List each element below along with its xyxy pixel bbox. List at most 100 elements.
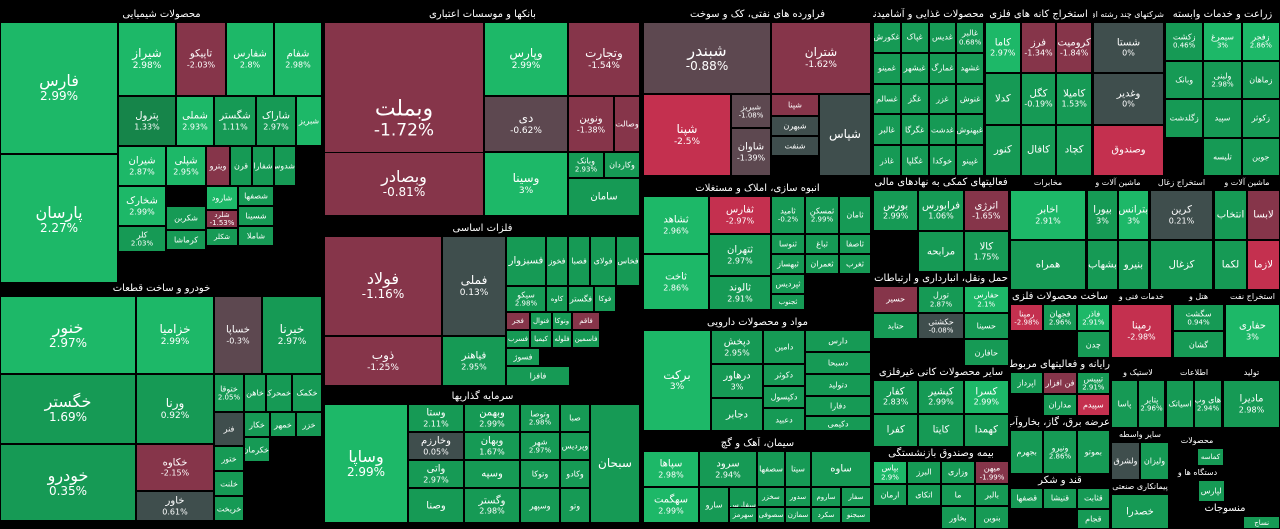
stock-tile[interactable]: حفاری 3% xyxy=(1225,304,1280,358)
stock-tile[interactable]: البرز xyxy=(907,461,941,484)
sector-title[interactable]: سرمایه گذاریها xyxy=(451,391,514,402)
sector-title[interactable]: فراورده های نفتی، کک و سوخت xyxy=(690,9,825,20)
sector-title[interactable]: شرکتهای چند رشته ای xyxy=(1093,10,1164,19)
stock-tile[interactable]: گشان xyxy=(1173,331,1224,358)
stock-tile[interactable]: ارمان xyxy=(873,483,907,507)
stock-tile[interactable]: شبندر -0.88% xyxy=(643,22,771,94)
sector-title[interactable]: ماشین آلات و xyxy=(1095,178,1141,187)
stock-tile[interactable]: شسینا xyxy=(238,206,274,226)
stock-tile[interactable]: خکمک xyxy=(292,374,322,412)
stock-tile[interactable]: فافزا xyxy=(506,366,570,386)
sector-title[interactable]: دستگاه ها و xyxy=(1177,468,1218,477)
sector-title[interactable]: بیمه وصندوق بازنشستگی xyxy=(888,448,994,459)
stock-tile[interactable]: غکورش xyxy=(873,22,901,53)
stock-tile[interactable]: شنفت xyxy=(771,136,819,156)
stock-tile[interactable]: ونوکا xyxy=(552,312,572,330)
stock-tile[interactable]: خاور 0.61% xyxy=(136,491,214,521)
stock-tile[interactable]: غشهد xyxy=(956,52,984,84)
stock-tile[interactable]: وصنا xyxy=(408,488,464,523)
sector-title[interactable]: مواد و محصولات دارویی xyxy=(707,317,808,328)
stock-tile[interactable]: ثفارس -2.97% xyxy=(709,196,771,234)
stock-tile[interactable]: کلر 2.03% xyxy=(118,226,166,252)
stock-tile[interactable]: خنور 2.97% xyxy=(0,296,136,374)
stock-tile[interactable]: سخزر xyxy=(757,487,785,507)
stock-tile[interactable]: میهن -1.99% xyxy=(975,461,1009,484)
stock-tile[interactable]: وتو xyxy=(560,488,590,523)
stock-tile[interactable]: بموتو xyxy=(1076,430,1110,474)
stock-tile[interactable]: وبانک xyxy=(1165,60,1204,99)
stock-tile[interactable]: تلیسه xyxy=(1203,137,1242,176)
stock-tile[interactable]: کفرا xyxy=(873,413,919,447)
stock-tile[interactable]: قرن xyxy=(230,146,252,186)
stock-tile[interactable]: شپلی 2.95% xyxy=(166,146,206,186)
sector-title[interactable]: زراعت و خدمات وابسته xyxy=(1172,9,1273,20)
stock-tile[interactable]: فسوژ xyxy=(506,348,540,366)
sector-title[interactable]: مخابرات xyxy=(1033,178,1063,187)
stock-tile[interactable]: ولشرق xyxy=(1111,442,1140,480)
stock-tile[interactable]: فملی 0.13% xyxy=(442,236,506,336)
stock-tile[interactable]: چدن xyxy=(1076,331,1110,358)
stock-tile[interactable]: سیمرغ 3% xyxy=(1203,22,1242,61)
stock-tile[interactable]: فوکا xyxy=(594,286,616,312)
stock-tile[interactable]: شفام 2.98% xyxy=(274,22,322,96)
stock-tile[interactable]: اتکای xyxy=(907,483,941,507)
stock-tile[interactable]: بخاور xyxy=(941,506,975,529)
stock-tile[interactable]: ونیرو 2.86% xyxy=(1043,430,1077,474)
stock-tile[interactable]: غدیس xyxy=(928,22,957,53)
stock-tile[interactable]: رمپنا -2.98% xyxy=(1010,304,1044,331)
stock-tile[interactable]: تورل 2.87% xyxy=(918,286,964,313)
stock-tile[interactable]: کامیلا 1.53% xyxy=(1056,73,1092,125)
stock-tile[interactable]: لابسا xyxy=(1247,190,1280,240)
stock-tile[interactable]: فخاس xyxy=(616,236,640,286)
stock-tile[interactable]: فرز -1.34% xyxy=(1020,22,1057,74)
stock-tile[interactable]: ثجنوب xyxy=(771,294,805,310)
stock-tile[interactable]: سپیدم xyxy=(1076,394,1110,416)
stock-tile[interactable]: کسرا 2.99% xyxy=(963,380,1009,414)
sector-title[interactable]: محصولات شیمیایی xyxy=(122,9,201,20)
stock-tile[interactable]: کالا 1.75% xyxy=(963,231,1009,272)
stock-tile[interactable]: نساج xyxy=(1243,516,1280,529)
stock-tile[interactable]: غاذر xyxy=(873,145,901,176)
stock-tile[interactable]: شستا 0% xyxy=(1093,22,1164,74)
stock-tile[interactable]: تیپیس 2.91% xyxy=(1076,372,1110,394)
stock-tile[interactable]: ثباغ xyxy=(805,234,839,254)
stock-tile[interactable]: بیورا 3% xyxy=(1087,190,1118,240)
stock-tile[interactable]: غگز xyxy=(900,83,929,115)
stock-tile[interactable]: سهرمز xyxy=(729,507,757,523)
stock-tile[interactable]: زکشت 0.46% xyxy=(1165,22,1204,61)
stock-tile[interactable]: شپاس xyxy=(819,94,871,176)
sector-title[interactable]: استخراج کانه های فلزی xyxy=(989,9,1088,20)
stock-tile[interactable]: کیشیر 2.99% xyxy=(918,380,964,414)
stock-tile[interactable]: ثنوسا xyxy=(771,234,805,254)
stock-tile[interactable]: شخارک 2.99% xyxy=(118,186,166,226)
sector-title[interactable]: سایر واسطه xyxy=(1119,430,1161,439)
stock-tile[interactable]: جوین xyxy=(1241,137,1280,176)
stock-tile[interactable]: خکاوه -2.15% xyxy=(136,444,214,491)
stock-tile[interactable]: سصوفی xyxy=(757,507,785,523)
stock-tile[interactable]: خوکدا xyxy=(928,145,957,176)
stock-tile[interactable]: اسیاتک xyxy=(1166,380,1194,428)
stock-tile[interactable]: دجابر xyxy=(711,398,763,431)
stock-tile[interactable]: وصالت xyxy=(614,96,640,152)
stock-tile[interactable]: خصدرا xyxy=(1111,494,1169,529)
stock-tile[interactable]: کماسه xyxy=(1197,448,1224,466)
stock-tile[interactable]: شصفها xyxy=(238,186,274,206)
stock-tile[interactable]: ثغرب xyxy=(839,254,871,274)
stock-tile[interactable]: شاملا xyxy=(238,226,274,246)
stock-tile[interactable]: ثمسکن 2.99% xyxy=(805,196,839,234)
sector-title[interactable]: بانکها و موسسات اعتباری xyxy=(429,9,536,20)
stock-tile[interactable]: کیمیا xyxy=(530,330,552,348)
stock-tile[interactable]: فصبا xyxy=(568,236,590,286)
stock-tile[interactable]: وزاری xyxy=(941,461,975,484)
stock-tile[interactable]: کاوه xyxy=(546,286,568,312)
sector-title[interactable]: سیمان، آهک و گچ xyxy=(720,438,795,449)
stock-tile[interactable]: ثامید -0.2% xyxy=(771,196,805,234)
stock-tile[interactable]: ثاصفا xyxy=(839,234,871,254)
stock-tile[interactable]: غالبر 0.68% xyxy=(956,22,984,53)
stock-tile[interactable]: بورس 2.99% xyxy=(873,190,919,231)
stock-tile[interactable]: زگلدشت xyxy=(1165,99,1204,138)
stock-tile[interactable]: حفارس 2.1% xyxy=(963,286,1009,313)
stock-tile[interactable]: دارس xyxy=(805,330,871,352)
stock-tile[interactable]: ساروم xyxy=(811,487,841,507)
stock-tile[interactable]: های وب 2.94% xyxy=(1194,380,1222,428)
